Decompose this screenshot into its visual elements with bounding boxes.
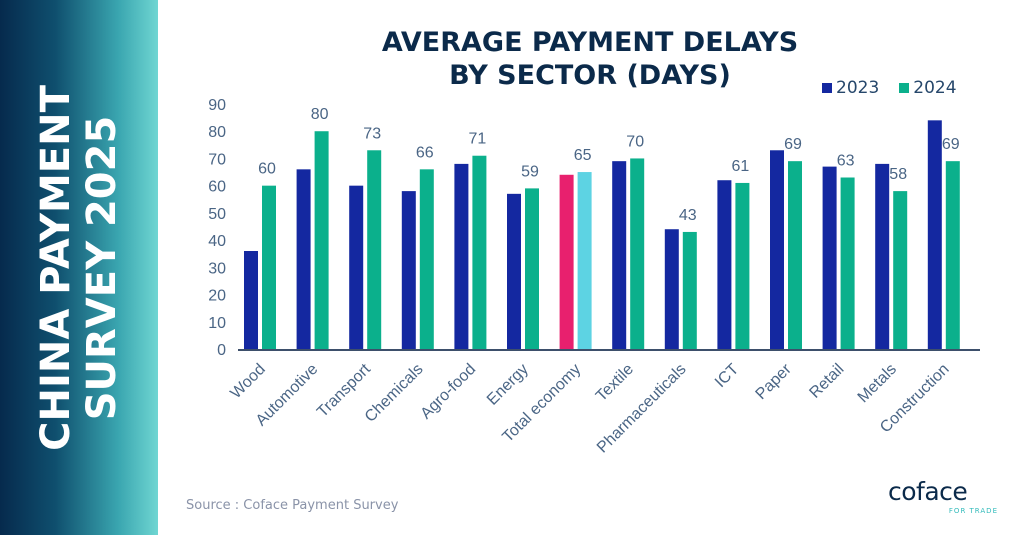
bar-2024 — [367, 150, 382, 349]
bar-2023 — [664, 229, 679, 349]
data-label: 63 — [837, 153, 855, 170]
y-tick-label: 40 — [208, 233, 226, 250]
bar-2023 — [927, 120, 942, 349]
bar-2024 — [577, 172, 592, 349]
source-note: Source : Coface Payment Survey — [186, 498, 399, 513]
y-tick-label: 10 — [208, 315, 226, 332]
bar-2023 — [401, 191, 416, 349]
data-label: 66 — [416, 144, 434, 161]
y-tick-label: 50 — [208, 206, 226, 223]
side-banner: CHINA PAYMENT SURVEY 2025 — [0, 0, 158, 535]
bar-2024 — [472, 155, 487, 349]
logo-tagline: FOR TRADE — [948, 507, 998, 515]
data-label: 73 — [363, 125, 381, 142]
legend-item-2024: 2024 — [899, 78, 957, 98]
bar-2024 — [893, 191, 908, 349]
y-tick-label: 90 — [208, 97, 226, 114]
legend-label: 2024 — [913, 78, 957, 98]
bar-2024 — [945, 161, 960, 349]
bar-2023 — [612, 161, 627, 349]
data-label: 80 — [311, 106, 329, 123]
legend: 2023 2024 — [822, 78, 957, 98]
x-tick-label: Metals — [855, 361, 900, 406]
chart-title-line-2: BY SECTOR (DAYS) — [449, 60, 731, 91]
logo-text: coface — [888, 477, 968, 506]
bar-2024 — [262, 185, 276, 349]
data-label: 71 — [469, 131, 487, 148]
data-label: 65 — [574, 147, 592, 164]
legend-swatch — [899, 83, 910, 93]
bar-2023 — [296, 169, 311, 349]
legend-item-2023: 2023 — [822, 78, 879, 98]
x-tick-label: ICT — [712, 361, 742, 391]
chart-title: AVERAGE PAYMENT DELAYS BY SECTOR (DAYS) — [260, 26, 920, 92]
x-tick-label: Agro-food — [418, 361, 480, 423]
y-tick-label: 60 — [208, 179, 226, 196]
bar-2024 — [788, 161, 802, 349]
y-tick-label: 30 — [208, 260, 226, 277]
bar-2024 — [419, 169, 434, 349]
bar-2023 — [507, 193, 521, 349]
bar-2023 — [244, 251, 258, 349]
bar-2023 — [717, 180, 732, 349]
y-tick-label: 20 — [208, 288, 226, 305]
data-label: 70 — [626, 133, 644, 150]
y-tick-label: 0 — [217, 342, 226, 359]
bar-2023 — [822, 166, 837, 349]
x-tick-label: Paper — [753, 360, 796, 403]
bar-2023 — [875, 163, 890, 349]
data-label: 61 — [732, 158, 750, 175]
data-label: 69 — [784, 136, 802, 153]
bar-2024 — [682, 231, 697, 349]
bar-2024 — [525, 188, 539, 349]
x-tick-label: Energy — [484, 361, 532, 409]
y-tick-label: 80 — [208, 124, 226, 141]
data-label: 59 — [521, 163, 539, 180]
bar-2024 — [630, 158, 645, 349]
bar-2023 — [454, 163, 469, 349]
x-tick-label: Wood — [227, 361, 268, 402]
bar-2024 — [840, 177, 855, 349]
data-label: 60 — [258, 161, 276, 178]
x-tick-label: Pharmaceuticals — [594, 361, 690, 457]
legend-swatch — [822, 83, 832, 93]
bar-2024 — [735, 182, 750, 349]
chart-title-line-1: AVERAGE PAYMENT DELAYS — [381, 27, 799, 58]
data-label: 69 — [942, 136, 960, 153]
bar-2024 — [314, 131, 329, 349]
bar-2023 — [559, 174, 574, 349]
coface-logo: coface FOR TRADE — [888, 478, 998, 516]
legend-label: 2023 — [836, 78, 880, 98]
data-label: 43 — [679, 207, 697, 224]
data-label: 58 — [889, 166, 907, 183]
x-tick-label: Retail — [806, 361, 847, 402]
bar-2023 — [770, 150, 784, 349]
bar-2023 — [349, 185, 364, 349]
y-tick-label: 70 — [208, 151, 226, 168]
x-tick-label: Textile — [593, 361, 637, 405]
